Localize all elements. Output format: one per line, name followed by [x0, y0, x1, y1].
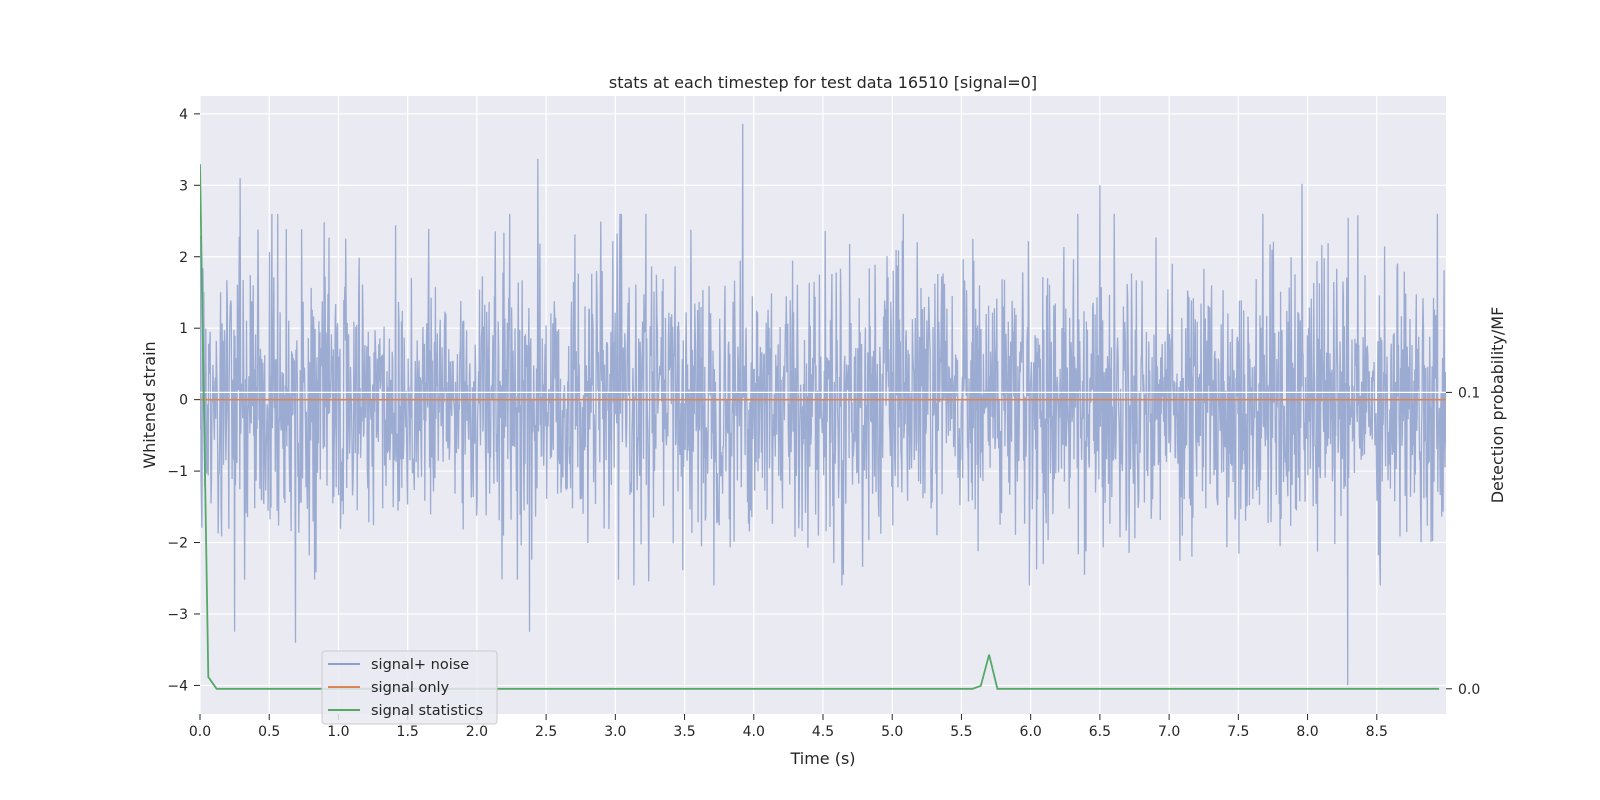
- x-tick-label: 4.0: [743, 724, 765, 740]
- x-tick-label: 2.5: [535, 724, 557, 740]
- x-tick-label: 0.0: [189, 724, 211, 740]
- x-tick-label: 6.0: [1020, 724, 1042, 740]
- x-tick-label: 3.5: [673, 724, 695, 740]
- y-right-tick-label: 0.0: [1458, 682, 1480, 698]
- y-tick-label: 1: [179, 321, 188, 337]
- legend-label-signal-only: signal only: [371, 680, 450, 696]
- x-tick-label: 1.5: [397, 724, 419, 740]
- x-tick-label: 7.5: [1227, 724, 1249, 740]
- y-axis-right: 0.1 0.0: [1446, 385, 1480, 698]
- x-tick-label: 3.0: [604, 724, 626, 740]
- y-axis: 4 3 2 1 0 −1 −2 −3 −4: [167, 107, 200, 694]
- y-tick-label: −3: [167, 607, 188, 623]
- legend: signal+ noise signal only signal statist…: [321, 650, 498, 725]
- x-axis: 0.0 0.5 1.0 1.5 2.0 2.5 3.0 3.5 4.0 4.5 5.0 5.5 6.0 6…: [189, 714, 1388, 740]
- x-tick-label: 5.0: [881, 724, 903, 740]
- series-signal-noise-line: [200, 123, 1446, 686]
- x-tick-label: 7.0: [1158, 724, 1180, 740]
- x-tick-label: 5.5: [950, 724, 972, 740]
- x-tick-label: 4.5: [812, 724, 834, 740]
- x-tick-label: 8.0: [1296, 724, 1318, 740]
- x-axis-label: Time (s): [789, 749, 855, 768]
- x-tick-label: 6.5: [1089, 724, 1111, 740]
- y-tick-label: −4: [167, 678, 188, 694]
- series-signal-statistics-line: [200, 164, 1440, 690]
- y-tick-label: 0: [179, 393, 188, 409]
- chart-title: stats at each timestep for test data 165…: [609, 73, 1037, 92]
- y-tick-label: −2: [167, 536, 188, 552]
- series-layer: [200, 123, 1446, 690]
- x-tick-label: 1.0: [327, 724, 349, 740]
- y-axis-label-right: Detection probability/MF: [1488, 307, 1507, 504]
- x-tick-label: 2.0: [466, 724, 488, 740]
- y-tick-label: 3: [179, 178, 188, 194]
- y-tick-label: 2: [179, 250, 188, 266]
- y-tick-label: 4: [179, 107, 188, 123]
- y-tick-label: −1: [167, 464, 188, 480]
- x-tick-label: 8.5: [1366, 724, 1388, 740]
- y-right-tick-label: 0.1: [1458, 385, 1480, 401]
- legend-label-signal-statistics: signal statistics: [371, 703, 483, 719]
- legend-box: [321, 650, 498, 725]
- x-tick-label: 0.5: [258, 724, 280, 740]
- y-axis-label: Whitened strain: [140, 341, 159, 468]
- legend-label-signal-noise: signal+ noise: [371, 657, 469, 673]
